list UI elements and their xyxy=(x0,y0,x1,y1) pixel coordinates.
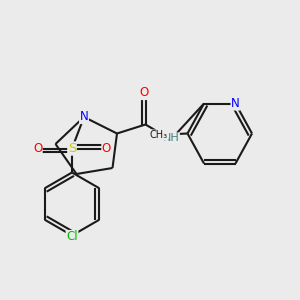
Text: N: N xyxy=(80,110,88,124)
Text: NH: NH xyxy=(163,133,179,143)
Text: CH₃: CH₃ xyxy=(150,130,168,140)
Text: S: S xyxy=(68,142,76,155)
Text: O: O xyxy=(102,142,111,155)
Text: O: O xyxy=(140,86,148,100)
Text: Cl: Cl xyxy=(66,230,78,244)
Text: N: N xyxy=(231,97,240,110)
Text: O: O xyxy=(33,142,42,155)
